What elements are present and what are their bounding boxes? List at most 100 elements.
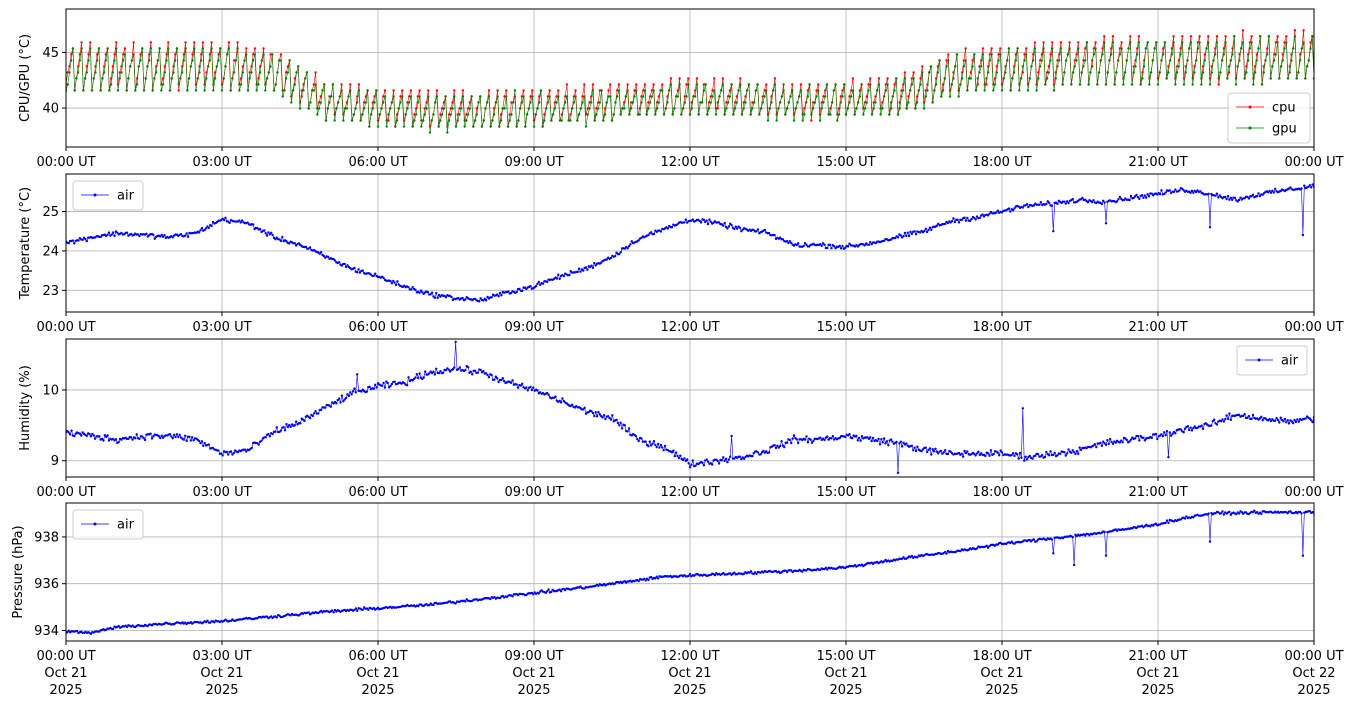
data-point-gpu [1044, 83, 1047, 86]
series-air [66, 509, 1314, 636]
data-point-gpu [818, 119, 822, 122]
data-point-gpu [1104, 83, 1108, 86]
data-point-gpu [1252, 83, 1255, 86]
data-point-gpu [335, 107, 338, 110]
data-point-air [184, 234, 187, 237]
data-point-gpu [837, 113, 841, 116]
data-point-air [1164, 521, 1167, 524]
data-point-cpu [1272, 53, 1276, 56]
data-point-gpu [116, 89, 120, 92]
data-point-gpu [669, 83, 673, 86]
data-point-air [557, 273, 560, 276]
data-point-gpu [1106, 71, 1109, 74]
x-tick-label: 2025 [985, 683, 1018, 698]
data-point-gpu [1002, 77, 1005, 80]
data-point-gpu [546, 101, 550, 104]
legend-label-cpu: cpu [1272, 101, 1296, 116]
data-point-air [490, 296, 493, 299]
x-tick-label: Oct 21 [824, 666, 867, 681]
data-point-air [1243, 413, 1246, 416]
data-point-gpu [730, 83, 733, 86]
data-point-cpu [763, 89, 766, 92]
data-point-cpu [1118, 47, 1122, 50]
data-point-air [497, 294, 500, 298]
data-point-air [68, 433, 72, 436]
data-point-gpu [220, 89, 224, 92]
data-point-gpu [382, 101, 385, 104]
data-point-gpu [702, 89, 706, 92]
data-point-gpu [1063, 71, 1066, 74]
data-point-gpu [1068, 47, 1071, 50]
data-point-air [71, 239, 75, 242]
data-point-cpu [418, 89, 421, 92]
data-point-air [1246, 416, 1249, 419]
data-point-gpu [510, 113, 513, 116]
data-point-cpu [317, 101, 321, 104]
data-point-gpu [109, 83, 113, 86]
data-point-air [1300, 187, 1303, 190]
data-point-cpu [822, 95, 825, 98]
data-point-cpu [279, 53, 283, 56]
data-point-air [1194, 190, 1198, 194]
data-point-gpu [446, 131, 449, 134]
data-point-air [591, 266, 595, 270]
data-point-gpu [621, 107, 624, 110]
data-point-air [1272, 191, 1275, 194]
data-point-gpu [194, 89, 198, 92]
data-point-gpu [1111, 41, 1115, 44]
data-point-cpu [1103, 35, 1106, 38]
y-axis-label: Humidity (%) [18, 365, 33, 451]
data-point-gpu [1245, 71, 1248, 74]
data-point-gpu [76, 71, 80, 74]
data-point-air [1013, 207, 1016, 210]
data-point-air [1050, 204, 1054, 207]
data-point-cpu [269, 53, 272, 56]
data-point-gpu [1035, 89, 1038, 92]
data-point-air [1103, 530, 1106, 534]
data-point-air [498, 291, 502, 295]
data-point-air [145, 232, 148, 235]
data-point-air [713, 573, 717, 577]
data-point-air [529, 285, 532, 288]
data-point-cpu [1068, 41, 1071, 44]
data-point-air [1222, 513, 1226, 516]
data-point-gpu [692, 95, 695, 98]
data-point-air [493, 595, 496, 599]
data-point-air [1208, 540, 1212, 543]
data-point-gpu [959, 83, 962, 86]
data-point-gpu [1168, 59, 1172, 62]
data-point-air [806, 441, 810, 444]
data-point-air [735, 227, 739, 230]
data-point-gpu [163, 71, 166, 74]
data-point-gpu [165, 59, 168, 62]
data-point-gpu [616, 95, 619, 98]
x-tick-label: 00:00 UT [36, 649, 95, 664]
data-point-gpu [314, 83, 317, 86]
data-point-cpu [416, 95, 420, 98]
data-point-gpu [635, 89, 638, 92]
data-point-air [1125, 438, 1129, 442]
data-point-gpu [135, 83, 139, 86]
data-point-air [998, 454, 1001, 457]
data-point-gpu [212, 89, 215, 92]
data-point-gpu [843, 83, 846, 86]
data-point-air [507, 290, 510, 293]
data-point-gpu [751, 107, 754, 110]
data-point-air [103, 434, 107, 437]
data-point-gpu [1194, 59, 1198, 62]
data-point-air [615, 251, 618, 254]
data-point-gpu [224, 65, 227, 68]
data-point-gpu [430, 119, 433, 122]
data-point-air [577, 267, 581, 270]
data-point-air [1011, 208, 1015, 212]
data-point-gpu [1037, 77, 1040, 80]
data-point-air [299, 422, 302, 425]
data-point-air [368, 385, 371, 389]
data-point-gpu [265, 77, 269, 80]
data-point-air [1289, 186, 1292, 189]
data-point-air [946, 221, 950, 225]
data-point-air [626, 247, 629, 250]
data-point-gpu [416, 101, 420, 104]
data-point-air [457, 368, 460, 371]
